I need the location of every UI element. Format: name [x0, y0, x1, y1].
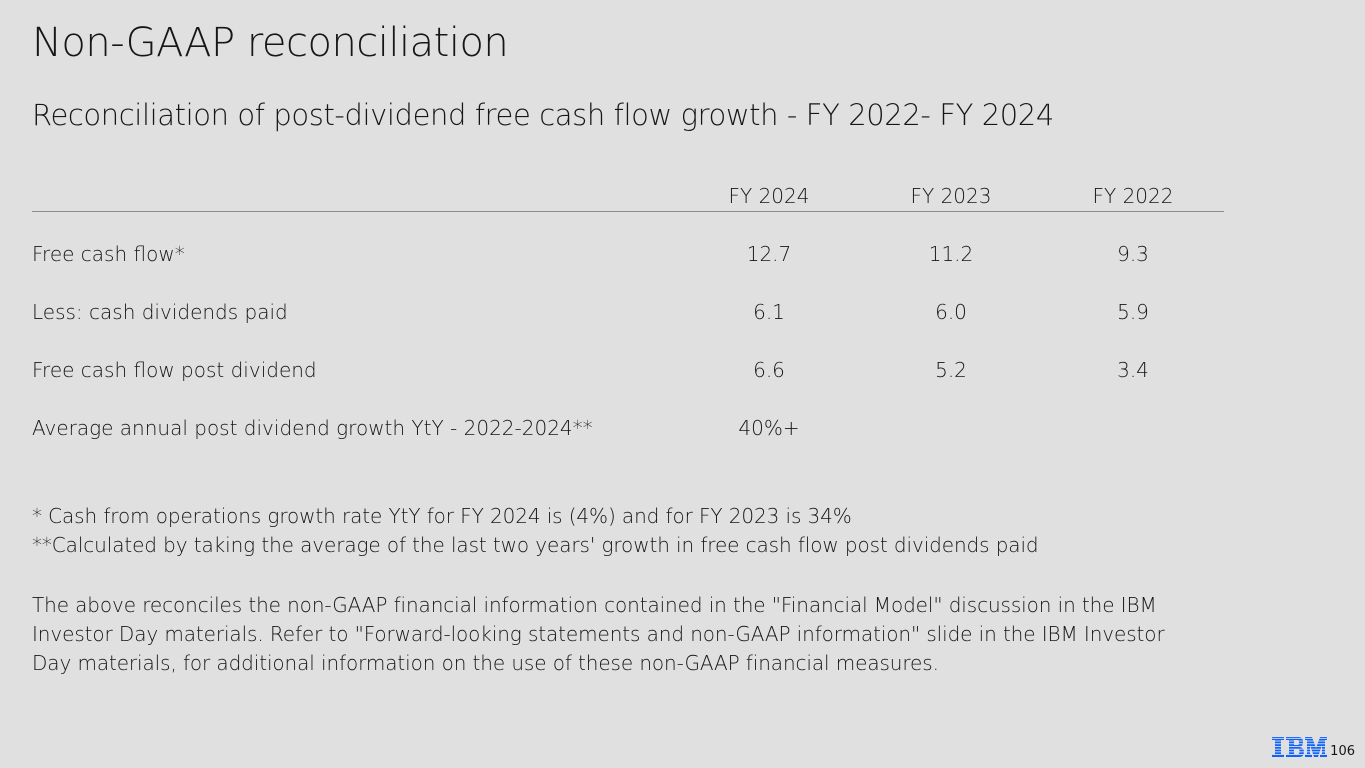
row-label: Free cash flow* [32, 242, 185, 266]
page-number: 106 [1330, 744, 1355, 759]
table-cell: 3.4 [1117, 358, 1149, 382]
table-cell: 6.1 [753, 300, 785, 324]
column-header-fy2024: FY 2024 [728, 184, 810, 208]
table-row: Less: cash dividends paid 6.1 6.0 5.9 [32, 270, 1224, 328]
page-title: Non-GAAP reconciliation [32, 20, 509, 66]
footnote: **Calculated by taking the average of th… [32, 533, 1039, 557]
row-label: Free cash flow post dividend [32, 358, 317, 382]
disclaimer-line: Investor Day materials. Refer to "Forwar… [32, 622, 1165, 646]
table-cell: 6.6 [753, 358, 785, 382]
table-cell: 12.7 [746, 242, 792, 266]
disclaimer-paragraph: The above reconciles the non-GAAP financ… [32, 591, 1322, 678]
table-cell: 11.2 [928, 242, 974, 266]
table-cell: 9.3 [1117, 242, 1149, 266]
ibm-logo-icon [1272, 737, 1328, 757]
slide-footer: 106 [1272, 736, 1355, 758]
table-cell: 6.0 [935, 300, 967, 324]
row-label: Average annual post dividend growth YtY … [32, 416, 593, 440]
disclaimer-line: Day materials, for additional informatio… [32, 651, 939, 675]
row-label: Less: cash dividends paid [32, 300, 288, 324]
table-cell: 5.9 [1117, 300, 1149, 324]
column-header-fy2023: FY 2023 [910, 184, 992, 208]
reconciliation-table: FY 2024 FY 2023 FY 2022 Free cash flow* … [32, 180, 1224, 444]
column-header-fy2022: FY 2022 [1092, 184, 1174, 208]
footnote: * Cash from operations growth rate YtY f… [32, 504, 852, 528]
table-header: FY 2024 FY 2023 FY 2022 [32, 180, 1224, 212]
table-row: Free cash flow post dividend 6.6 5.2 3.4 [32, 328, 1224, 386]
page-subtitle: Reconciliation of post-dividend free cas… [32, 98, 1054, 132]
table-cell: 5.2 [935, 358, 967, 382]
table-row: Average annual post dividend growth YtY … [32, 386, 1224, 444]
table-row: Free cash flow* 12.7 11.2 9.3 [32, 212, 1224, 270]
disclaimer-line: The above reconciles the non-GAAP financ… [32, 593, 1157, 617]
footnotes: * Cash from operations growth rate YtY f… [32, 502, 1039, 560]
table-cell: 40%+ [738, 416, 800, 440]
